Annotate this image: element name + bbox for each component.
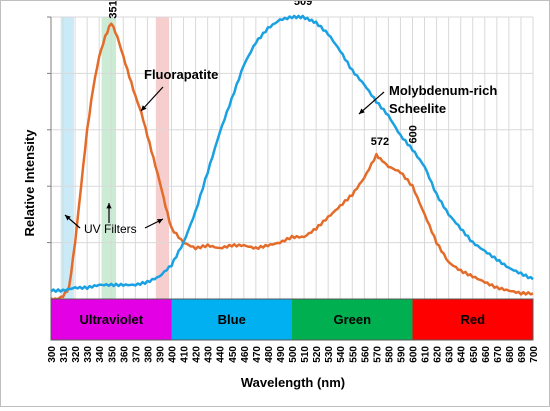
spectrum-label-red: Red: [460, 312, 485, 327]
spectrum-border: [50, 298, 534, 341]
x-tick-label: 590: [396, 346, 407, 363]
x-tick-label: 460: [240, 346, 251, 363]
filter-band-1: [101, 17, 117, 299]
x-tick-labels: 300 310 320 330 340 350 360 370 380 390 400 410 420 4…: [47, 346, 540, 363]
series-line-molybdenum-rich-scheelite: [50, 14, 534, 293]
x-tick-label: 410: [180, 346, 191, 363]
arrow-uv-left-head: [65, 215, 71, 221]
x-axis-label: Wavelength (nm): [241, 375, 345, 390]
x-tick-label: 510: [300, 346, 311, 363]
filter-band-2: [155, 17, 170, 299]
x-tick-label: 430: [204, 346, 215, 363]
spectrum-band-blue: [171, 299, 292, 340]
arrow-fluorapatite-line: [140, 86, 164, 112]
x-tick-label: 610: [421, 346, 432, 363]
filter-band-0: [60, 17, 74, 299]
x-tick-label: 690: [517, 346, 528, 363]
arrow-scheelite-head: [359, 108, 365, 114]
annotation-uv-filters: UV Filters: [84, 222, 137, 236]
spectrum-label-ultraviolet: Ultraviolet: [79, 312, 143, 327]
peak-label-509: 509: [294, 1, 312, 8]
arrow-fluorapatite-head: [141, 105, 147, 111]
peak-label-600: 600: [408, 125, 420, 143]
arrow-uv-center-head: [106, 203, 112, 209]
x-tick-label: 350: [107, 346, 118, 363]
x-tick-label: 390: [155, 346, 166, 363]
annotation-scheelite-line-1: Molybdenum-rich: [389, 83, 497, 98]
x-tick-label: 370: [131, 346, 142, 363]
x-tick-label: 440: [216, 346, 227, 363]
spectrum-band-green: [292, 299, 413, 340]
x-tick-label: 480: [264, 346, 275, 363]
x-tick-label: 340: [95, 346, 106, 363]
spectrum-label-blue: Blue: [218, 312, 246, 327]
series-line-fluorapatite: [50, 22, 534, 302]
x-tick-label: 450: [228, 346, 239, 363]
x-tick-label: 670: [493, 346, 504, 363]
x-tick-label: 310: [59, 346, 70, 363]
peak-label-572: 572: [371, 136, 389, 148]
x-tick-label: 380: [143, 346, 154, 363]
arrow-scheelite-line: [358, 91, 385, 115]
x-tick-label: 570: [372, 346, 383, 363]
spectrum-band-ultraviolet: [51, 299, 172, 340]
x-tick-label: 580: [384, 346, 395, 363]
x-tick-label: 540: [336, 346, 347, 363]
x-tick-label: 500: [288, 346, 299, 363]
x-tick-label: 490: [276, 346, 287, 363]
annotation-fluorapatite: Fluorapatite: [144, 67, 218, 82]
x-tick-label: 560: [360, 346, 371, 363]
x-tick-label: 550: [348, 346, 359, 363]
x-tick-label: 640: [457, 346, 468, 363]
x-tick-label: 330: [83, 346, 94, 363]
peak-label-351: 351: [107, 1, 119, 19]
arrow-uv-right-head: [157, 219, 163, 224]
grid: [47, 16, 534, 299]
x-tick-label: 360: [119, 346, 130, 363]
x-tick-label: 630: [445, 346, 456, 363]
x-tick-label: 400: [168, 346, 179, 363]
spectrum-bar: Ultraviolet Blue Green Red: [50, 298, 534, 341]
annotation-scheelite-line-2: Scheelite: [389, 101, 446, 116]
y-axis-label: Relative Intensity: [22, 129, 37, 237]
x-tick-label: 700: [529, 346, 540, 363]
x-tick-label: 300: [47, 346, 58, 363]
x-tick-label: 520: [312, 346, 323, 363]
annotations: 351 509 572 600 Fluorapatite Molybdenum-rich S…: [64, 0, 497, 236]
x-tick-label: 660: [481, 346, 492, 363]
x-tick-label: 600: [409, 346, 420, 363]
spectrum-label-green: Green: [333, 312, 371, 327]
x-tick-label: 650: [469, 346, 480, 363]
series-lines: [50, 14, 534, 302]
x-tick-label: 420: [192, 346, 203, 363]
x-tick-label: 530: [324, 346, 335, 363]
x-tick-label: 680: [505, 346, 516, 363]
spectrum-band-red: [412, 299, 533, 340]
x-tick-label: 470: [252, 346, 263, 363]
x-tick-label: 320: [71, 346, 82, 363]
x-tick-label: 620: [433, 346, 444, 363]
